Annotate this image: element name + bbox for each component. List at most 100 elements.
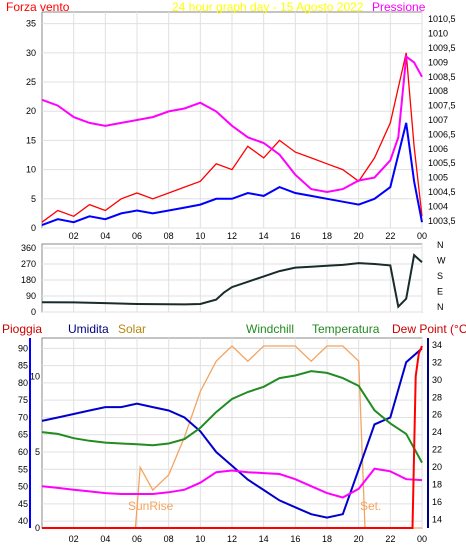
y-tick-pressure-4: 1005,5 bbox=[428, 158, 456, 168]
humidity-line bbox=[41, 347, 423, 519]
x-tick-weather-2: 06 bbox=[132, 534, 142, 544]
legend-3: Windchill bbox=[246, 322, 294, 336]
y-tick-humidity-6: 70 bbox=[18, 412, 28, 422]
wind-direction-series bbox=[41, 253, 423, 309]
x-tick-10: 22 bbox=[385, 231, 395, 241]
y-tick-humidity-8: 80 bbox=[18, 378, 28, 388]
x-tick-weather-11: 00 bbox=[417, 534, 427, 544]
y-tick-wind-6: 30 bbox=[26, 48, 36, 58]
weather-legend: Pioggia Umidita Solar Windchill Temperatura D… bbox=[2, 322, 466, 336]
x-tick-weather-1: 04 bbox=[100, 534, 110, 544]
y-tick-rain-2: 10 bbox=[30, 371, 40, 381]
x-tick-1: 04 bbox=[100, 231, 110, 241]
legend-4: Temperatura bbox=[312, 322, 380, 336]
y-tick-wind-1: 5 bbox=[31, 194, 36, 204]
y-tick-pressure-5: 1006 bbox=[428, 144, 448, 154]
y-tick-wind-5: 25 bbox=[26, 77, 36, 87]
y-tick-wind-4: 20 bbox=[26, 106, 36, 116]
dewpoint-line bbox=[41, 467, 423, 499]
legend-0: Pioggia bbox=[2, 322, 42, 336]
wind-speed-line bbox=[41, 122, 423, 227]
y-tick-temp-2: 18 bbox=[432, 479, 442, 489]
x-tick-weather-4: 10 bbox=[195, 534, 205, 544]
temperature-line bbox=[41, 370, 423, 464]
wind-axis-label: Forza vento bbox=[6, 0, 70, 14]
y-tick-direction-1: 90 bbox=[26, 291, 36, 301]
x-tick-weather-9: 20 bbox=[354, 534, 364, 544]
y-tick-pressure-1: 1004 bbox=[428, 201, 448, 211]
y-tick-pressure-6: 1006,5 bbox=[428, 129, 456, 139]
y-tick-humidity-9: 85 bbox=[18, 361, 28, 371]
pressure-axis-label: Pressione bbox=[372, 0, 426, 14]
y-tick-temp-6: 26 bbox=[432, 410, 442, 420]
wind-direction-line bbox=[41, 253, 423, 309]
y-tick-temp-0: 14 bbox=[432, 514, 442, 524]
y-tick-humidity-10: 90 bbox=[18, 343, 28, 353]
y-tick-humidity-3: 55 bbox=[18, 464, 28, 474]
x-tick-weather-8: 18 bbox=[322, 534, 332, 544]
y-tick-wind-7: 35 bbox=[26, 19, 36, 29]
x-tick-11: 00 bbox=[417, 231, 427, 241]
y-tick-humidity-0: 40 bbox=[18, 516, 28, 526]
y-tick-direction-4: 360 bbox=[21, 243, 36, 253]
sunrise-annotation: SunRise bbox=[128, 499, 174, 513]
x-tick-weather-6: 14 bbox=[259, 534, 269, 544]
y-tick-rain-0: 0 bbox=[35, 523, 40, 533]
y-tick-pressure-13: 1010 bbox=[428, 29, 448, 39]
x-tick-5: 12 bbox=[227, 231, 237, 241]
weather-series bbox=[41, 345, 423, 529]
y-tick-direction-0: 0 bbox=[31, 307, 36, 317]
x-tick-weather-0: 02 bbox=[69, 534, 79, 544]
y-tick-temp-1: 16 bbox=[432, 497, 442, 507]
x-tick-8: 18 bbox=[322, 231, 332, 241]
compass-label-0: N bbox=[437, 240, 444, 250]
y-tick-temp-10: 34 bbox=[432, 340, 442, 350]
compass-label-1: W bbox=[437, 256, 446, 266]
solar-line bbox=[42, 345, 422, 529]
x-tick-weather-3: 08 bbox=[164, 534, 174, 544]
y-tick-humidity-2: 50 bbox=[18, 482, 28, 492]
weather-grid bbox=[42, 338, 423, 528]
x-tick-2: 06 bbox=[132, 231, 142, 241]
compass-label-2: S bbox=[437, 271, 443, 281]
wind-direction-grid bbox=[42, 244, 423, 313]
compass-label-4: N bbox=[437, 302, 444, 312]
y-tick-pressure-8: 1007,5 bbox=[428, 101, 456, 111]
y-tick-temp-3: 20 bbox=[432, 462, 442, 472]
y-tick-pressure-0: 1003,5 bbox=[428, 216, 456, 226]
y-tick-pressure-14: 1010,5 bbox=[428, 14, 456, 24]
chart-title: 24 hour graph day - 15 Agosto 2022 bbox=[172, 0, 364, 14]
y-tick-pressure-9: 1008 bbox=[428, 86, 448, 96]
y-tick-wind-0: 0 bbox=[31, 223, 36, 233]
x-tick-3: 08 bbox=[164, 231, 174, 241]
x-tick-0: 02 bbox=[69, 231, 79, 241]
legend-2: Solar bbox=[118, 322, 146, 336]
y-tick-pressure-3: 1005 bbox=[428, 173, 448, 183]
y-tick-direction-2: 180 bbox=[21, 275, 36, 285]
legend-5: Dew Point (°C) bbox=[392, 322, 466, 336]
x-tick-weather-7: 16 bbox=[290, 534, 300, 544]
y-tick-humidity-4: 60 bbox=[18, 447, 28, 457]
pressure-line bbox=[41, 54, 423, 194]
sunset-annotation: Set. bbox=[360, 499, 381, 513]
y-tick-temp-4: 22 bbox=[432, 445, 442, 455]
y-tick-pressure-11: 1009 bbox=[428, 57, 448, 67]
y-tick-rain-1: 5 bbox=[35, 447, 40, 457]
y-tick-wind-2: 10 bbox=[26, 165, 36, 175]
y-tick-pressure-7: 1007 bbox=[428, 115, 448, 125]
wind-pressure-series bbox=[41, 52, 423, 227]
y-tick-pressure-10: 1008,5 bbox=[428, 72, 456, 82]
legend-1: Umidita bbox=[68, 322, 109, 336]
y-tick-pressure-12: 1009,5 bbox=[428, 43, 456, 53]
x-tick-weather-10: 22 bbox=[385, 534, 395, 544]
y-tick-temp-8: 30 bbox=[432, 375, 442, 385]
y-tick-wind-3: 15 bbox=[26, 135, 36, 145]
y-tick-pressure-2: 1004,5 bbox=[428, 187, 456, 197]
y-tick-humidity-5: 65 bbox=[18, 430, 28, 440]
y-tick-temp-5: 24 bbox=[432, 427, 442, 437]
wind-gust-line bbox=[41, 52, 423, 223]
y-tick-temp-9: 32 bbox=[432, 357, 442, 367]
